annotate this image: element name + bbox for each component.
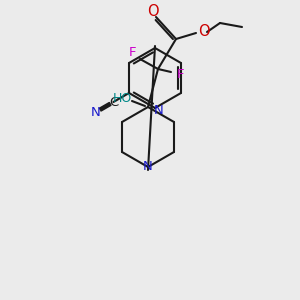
Text: F: F bbox=[176, 68, 184, 80]
Text: F: F bbox=[129, 46, 137, 59]
Text: N: N bbox=[91, 106, 101, 118]
Text: O: O bbox=[147, 4, 159, 19]
Text: N: N bbox=[154, 104, 164, 118]
Text: HO: HO bbox=[112, 92, 132, 106]
Text: C: C bbox=[109, 95, 118, 109]
Text: O: O bbox=[198, 25, 210, 40]
Text: N: N bbox=[143, 160, 153, 172]
